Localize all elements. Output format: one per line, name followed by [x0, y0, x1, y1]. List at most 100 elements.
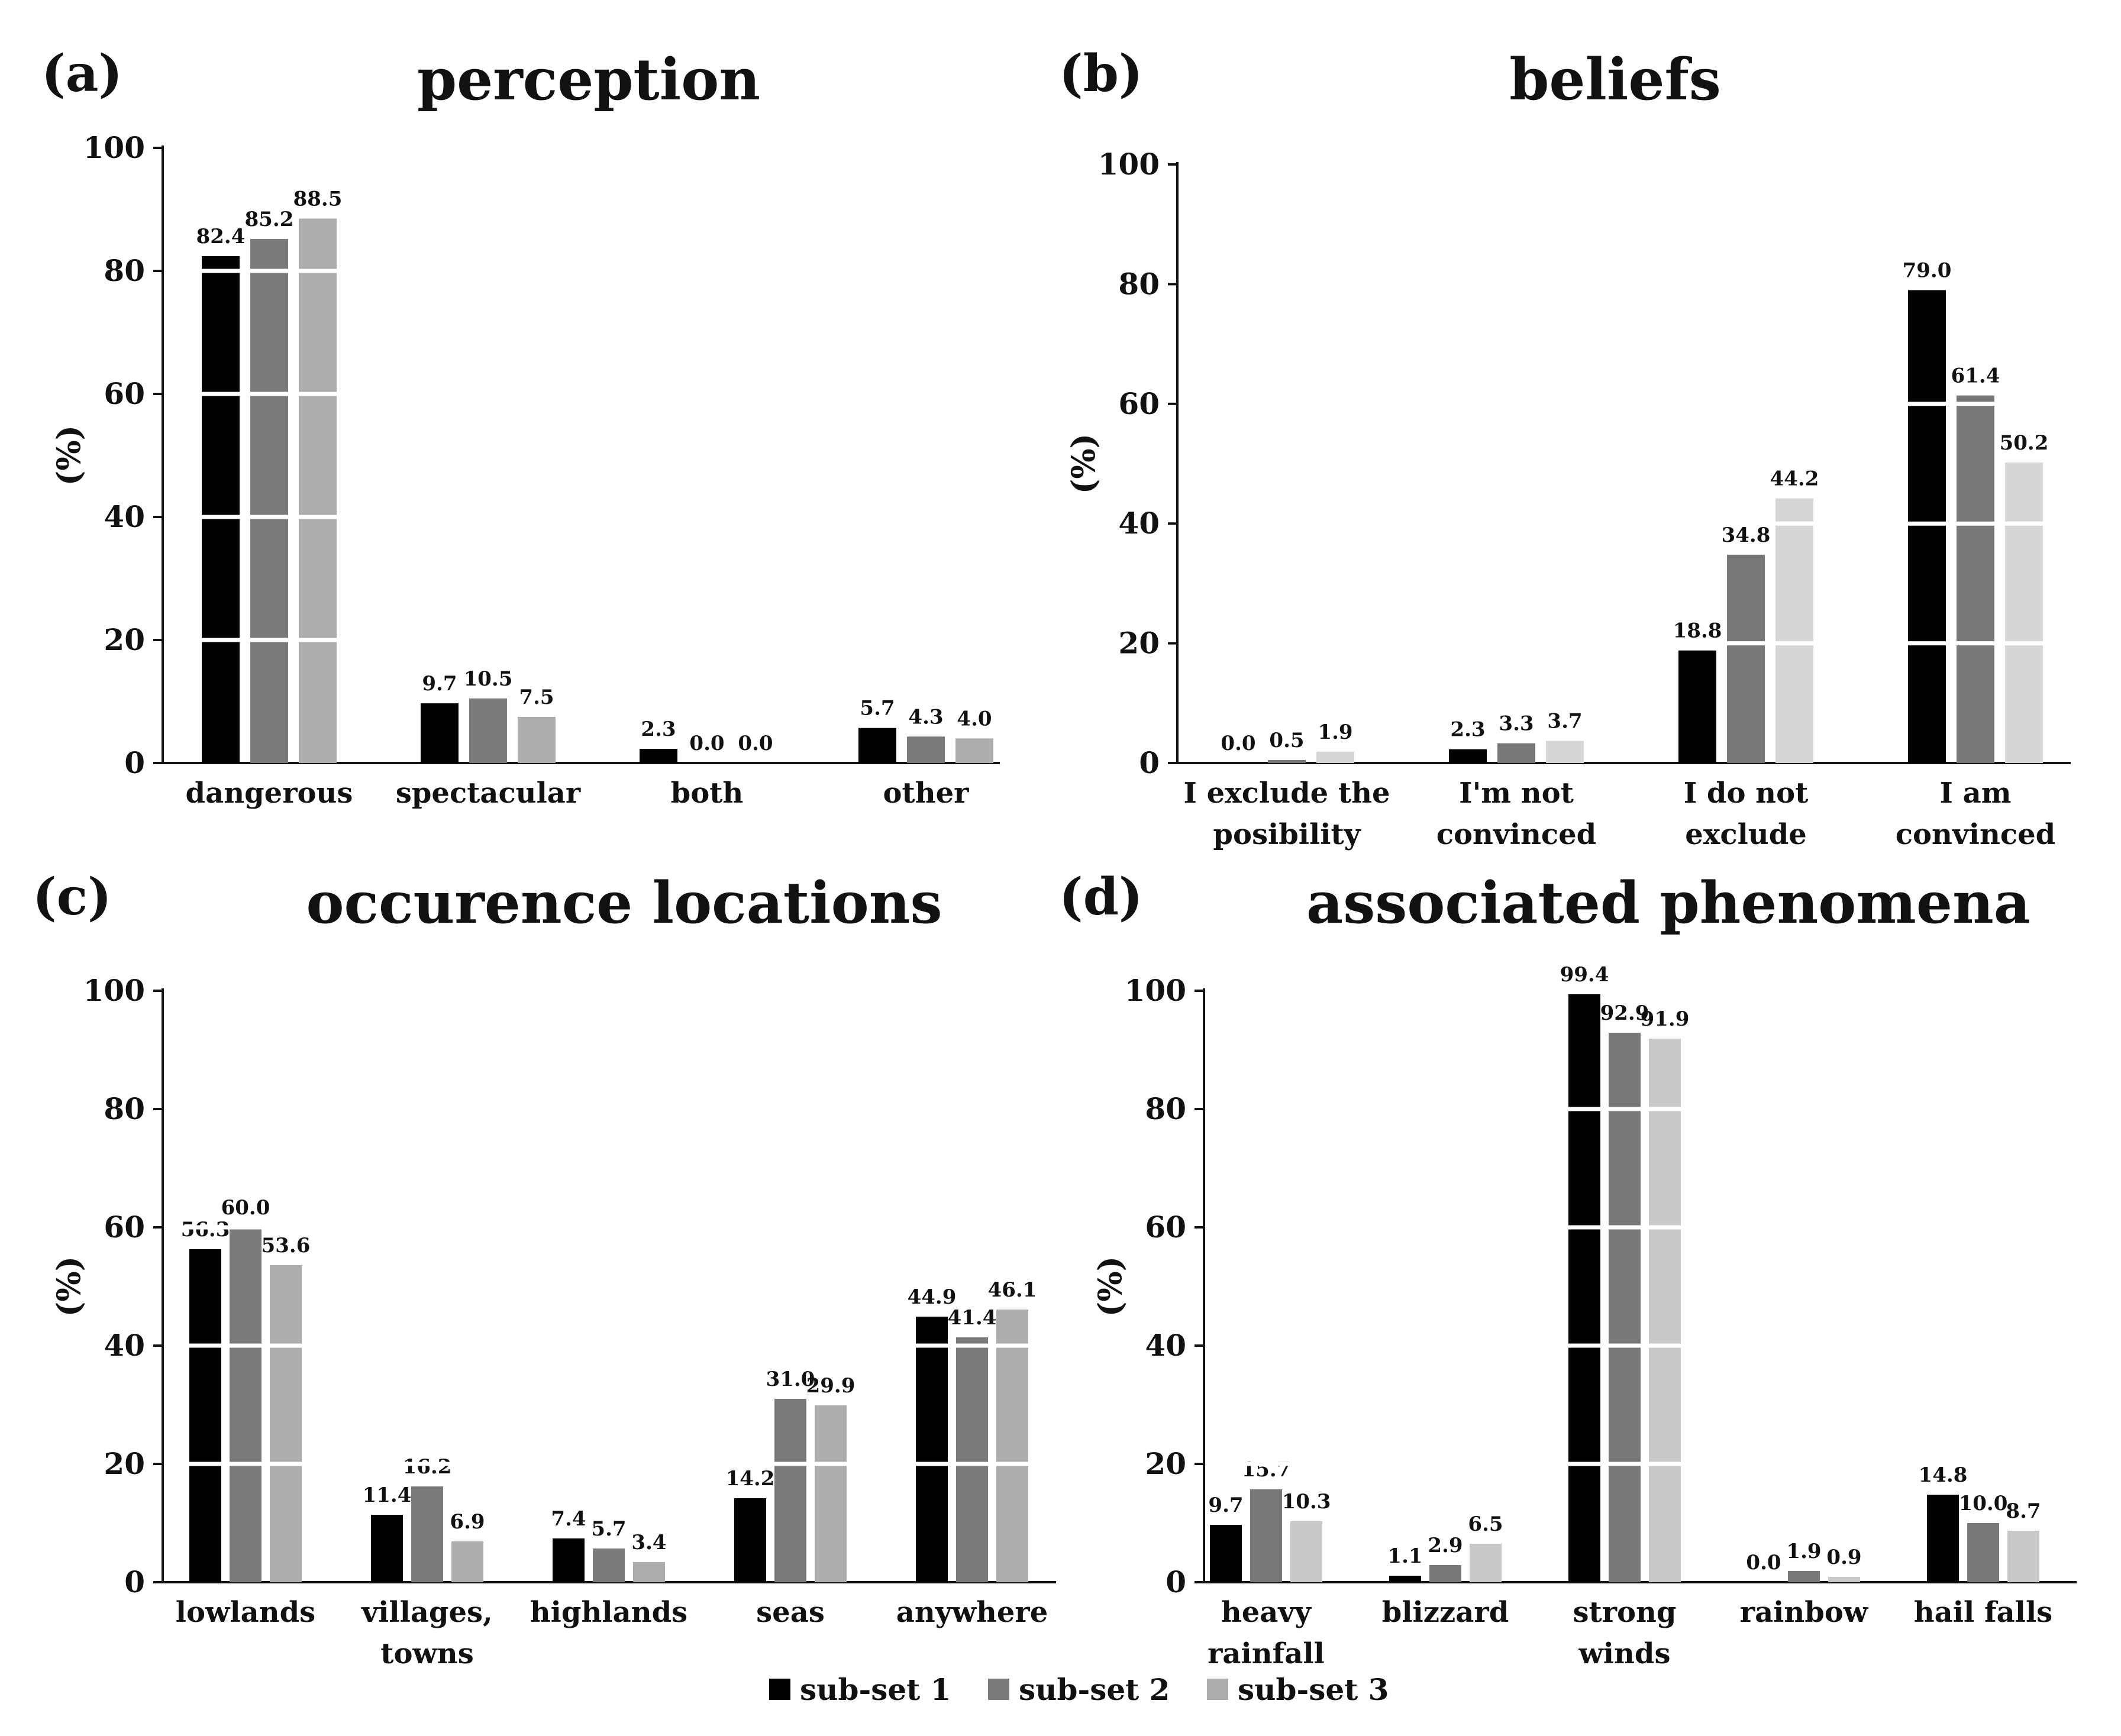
bar-sub-set-1: [640, 749, 677, 763]
y-tick-label: 80: [1145, 1091, 1186, 1126]
data-label: 2.3: [641, 717, 676, 741]
data-label: 44.9: [908, 1285, 957, 1309]
data-label: 1.9: [1318, 720, 1352, 744]
x-tick-label: I am: [1939, 777, 2011, 810]
panel-letter: (b): [1059, 44, 1143, 104]
y-axis-label: (%): [1091, 1256, 1129, 1317]
bar-sub-set-1: [202, 256, 240, 763]
data-label: 0.5: [1269, 729, 1304, 752]
bar-sub-set-2: [469, 698, 507, 763]
bar-sub-set-2: [1497, 743, 1535, 763]
x-tick-label: rainfall: [1208, 1637, 1325, 1670]
bar-sub-set-3: [633, 1562, 665, 1582]
data-label: 85.2: [245, 208, 294, 231]
x-tick-label: heavy: [1221, 1596, 1312, 1629]
bar-sub-set-1: [1210, 1525, 1242, 1582]
bar-sub-set-2: [1727, 554, 1765, 763]
x-tick-label: other: [883, 777, 970, 810]
x-tick-label: dangerous: [186, 777, 353, 810]
data-label: 91.9: [1641, 1007, 1690, 1031]
bar-sub-set-3: [996, 1310, 1028, 1582]
y-axis-label: (%): [50, 425, 88, 486]
data-label: 9.7: [1208, 1493, 1243, 1517]
bar-sub-set-3: [1775, 498, 1813, 763]
bar-sub-set-3: [270, 1265, 302, 1582]
panel-letter: (c): [33, 867, 112, 927]
x-tick-label: posibility: [1213, 818, 1361, 851]
data-label: 1.9: [1786, 1540, 1821, 1563]
x-tick-label: towns: [380, 1637, 473, 1670]
y-tick-label: 20: [104, 1446, 145, 1481]
data-label: 5.7: [591, 1517, 626, 1541]
x-tick-label: I'm not: [1459, 777, 1574, 810]
bar-sub-set-3: [815, 1405, 847, 1582]
chart-panel-4: (d) associated phenomena (%) 0 20 40 60 80 100 9.…: [1059, 867, 2077, 1670]
bar-sub-set-2: [1429, 1565, 1461, 1582]
y-tick-label: 0: [124, 1564, 145, 1599]
x-tick-label: anywhere: [896, 1596, 1048, 1629]
data-label: 7.5: [519, 686, 554, 709]
data-label: 50.2: [2000, 431, 2049, 455]
x-tick-label: seas: [756, 1596, 825, 1629]
y-tick-label: 20: [1118, 626, 1160, 661]
data-label: 41.4: [948, 1306, 997, 1330]
bar-sub-set-2: [956, 1337, 988, 1582]
legend-swatch-subset-1: [769, 1679, 790, 1700]
bar-sub-set-1: [916, 1317, 948, 1582]
legend-swatch-subset-2: [988, 1679, 1009, 1700]
bar-sub-set-3: [1828, 1577, 1860, 1582]
legend-label-subset-3: sub-set 3: [1238, 1672, 1389, 1707]
data-label: 15.7: [1242, 1458, 1291, 1482]
bar-sub-set-3: [1546, 741, 1584, 763]
bar-sub-set-2: [907, 736, 945, 763]
data-label: 3.3: [1499, 712, 1534, 736]
chart-panel-1: (a) perception (%) 0 20 40 60 80 100 82.485.288.5…: [41, 44, 1000, 810]
y-tick-label: 20: [104, 622, 145, 657]
y-tick-label: 100: [1125, 973, 1186, 1008]
data-label: 6.5: [1468, 1512, 1503, 1536]
data-label: 53.6: [262, 1234, 311, 1257]
y-tick-label: 40: [1145, 1328, 1186, 1363]
bar-sub-set-3: [2007, 1531, 2039, 1582]
data-label: 18.8: [1673, 619, 1722, 643]
chart-title: perception: [417, 46, 760, 113]
legend-swatch-subset-3: [1207, 1679, 1228, 1700]
y-tick-label: 80: [104, 1091, 145, 1126]
y-tick-label: 100: [1098, 147, 1160, 182]
y-tick-label: 60: [1118, 386, 1160, 421]
y-tick-label: 100: [83, 130, 145, 165]
y-tick-label: 0: [124, 745, 145, 780]
data-label: 0.0: [1746, 1551, 1781, 1575]
bar-sub-set-2: [1268, 759, 1306, 763]
data-label: 14.8: [1919, 1463, 1968, 1487]
bar-sub-set-1: [189, 1249, 221, 1582]
bar-sub-set-1: [858, 728, 896, 763]
x-tick-label: villages,: [361, 1596, 493, 1629]
data-label: 46.1: [988, 1278, 1037, 1302]
x-tick-label: convinced: [1896, 818, 2056, 851]
data-label: 0.9: [1826, 1546, 1861, 1569]
data-label: 34.8: [1722, 523, 1771, 547]
bar-sub-set-1: [1908, 290, 1946, 763]
y-tick-label: 20: [1145, 1446, 1186, 1481]
x-tick-label: exclude: [1685, 818, 1807, 851]
data-label: 31.0: [766, 1368, 815, 1391]
bar-sub-set-1: [1927, 1495, 1959, 1582]
y-tick-label: 40: [1118, 506, 1160, 541]
bar-sub-set-1: [421, 703, 459, 763]
x-tick-label: hail falls: [1914, 1596, 2052, 1629]
x-tick-label: I do not: [1684, 777, 1809, 810]
data-label: 0.0: [1221, 732, 1255, 755]
legend-label-subset-2: sub-set 2: [1019, 1672, 1170, 1707]
x-tick-label: highlands: [530, 1596, 687, 1629]
data-label: 16.2: [403, 1455, 452, 1479]
data-label: 3.4: [631, 1531, 666, 1554]
data-label: 10.5: [464, 667, 513, 691]
chart-panel-2: (b) beliefs (%) 0 20 40 60 80 100 0.0 0.5 1.9 I excl…: [1059, 44, 2071, 851]
data-label: 9.7: [422, 672, 457, 696]
bar-sub-set-3: [1470, 1544, 1502, 1582]
bar-sub-set-1: [1449, 749, 1487, 763]
panel-letter: (d): [1059, 867, 1143, 927]
x-tick-label: lowlands: [176, 1596, 315, 1629]
